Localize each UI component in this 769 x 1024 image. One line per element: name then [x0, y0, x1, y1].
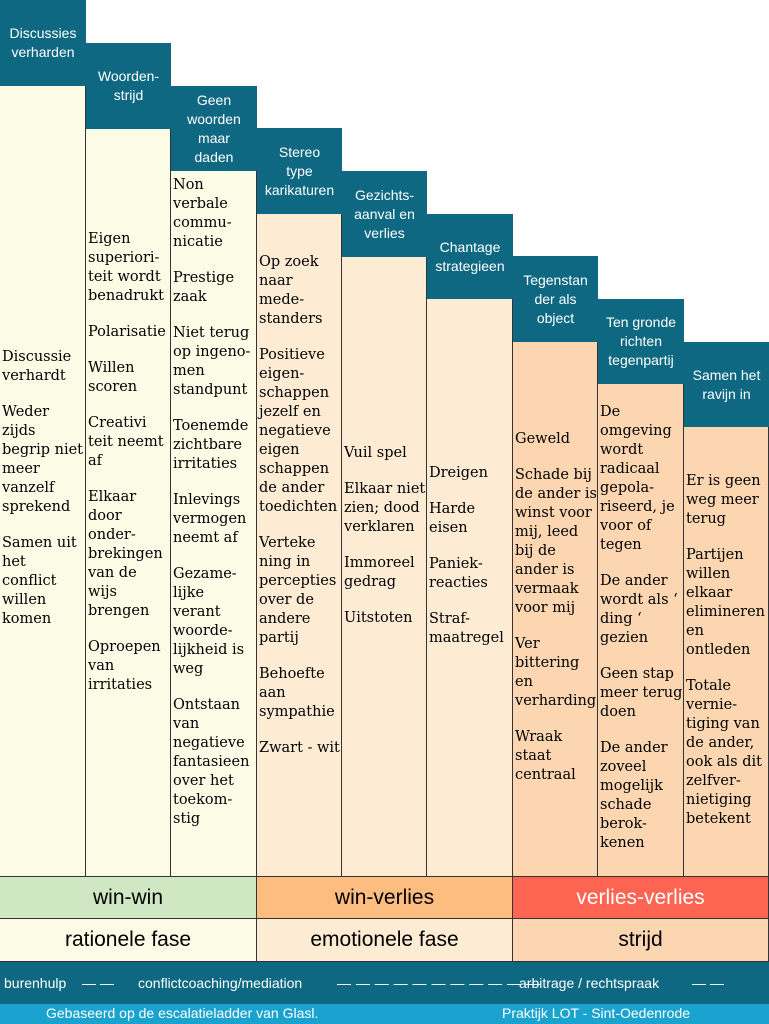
stage-item: De ander wordt als ‘ ding ‘ gezien — [600, 573, 678, 646]
footer-credit: Praktijk LOT - Sint-Oedenrode — [502, 1005, 691, 1021]
stage-item: Wraak staat centraal — [515, 729, 576, 783]
stage-item: De ander zoveel mogelijk schade berok- k… — [600, 740, 668, 851]
stage-body — [86, 129, 171, 876]
help-dash-2: — — — — — — — — — — — — [337, 975, 541, 991]
stage-column-3: Geen woorden maar daden Non verbale commu… — [171, 0, 257, 876]
stage-column-1: Discussies verharden Discussie verhardt We… — [0, 0, 86, 876]
stage-body — [342, 257, 427, 876]
stage-body — [0, 86, 86, 876]
stage-item: Discussie verhardt — [2, 349, 72, 384]
stage-items: Vuil spel Elkaar niet zien; dood verklare… — [344, 444, 426, 645]
stage-column-8: Ten gronde richten tegenpartij De omgevin… — [598, 0, 684, 876]
stage-items: Discussie verhardt Weder zijds begrip nie… — [2, 348, 85, 646]
stage-item: Geweld — [515, 431, 571, 447]
stage-title: Ten gronde richten tegenpartij — [598, 299, 684, 384]
footer-source: Gebaseerd op de escalatieladder van Glas… — [46, 1005, 319, 1021]
stage-item: Willen scoren — [88, 360, 138, 395]
footer-bar: Gebaseerd op de escalatieladder van Glas… — [0, 1004, 769, 1024]
stage-item: Ontstaan van negatieve fantasieen over h… — [173, 697, 250, 827]
stage-item: Er is geen weg meer terug — [686, 473, 761, 527]
stage-title: Discussies verharden — [0, 0, 86, 86]
stage-item: Zwart - wit — [259, 740, 340, 756]
stage-title: Geen woorden maar daden — [171, 86, 257, 171]
stage-item: Inlevings vermogen neemt af — [173, 492, 247, 546]
stage-items: Eigen superiori- teit wordt benadrukt Pol… — [88, 230, 170, 712]
stage-item: Immoreel gedrag — [344, 555, 415, 590]
stage-items: Non verbale commu- nicatie Prestige zaak N… — [173, 176, 256, 846]
stage-title: Woorden- strijd — [86, 43, 171, 129]
stage-item: Prestige zaak — [173, 270, 235, 305]
help-dash-1: — — — [82, 975, 114, 991]
stage-item: Harde eisen — [429, 501, 476, 536]
stage-item: Geen stap meer terug doen — [600, 666, 683, 720]
stage-item: Niet terug op ingeno- men standpunt — [173, 325, 251, 398]
phase-emotionele: emotionele fase — [257, 918, 513, 962]
stage-item: Partijen willen elkaar elimineren en ont… — [686, 547, 766, 658]
stage-title: Gezichts- aanval en verlies — [342, 171, 427, 257]
stage-title: Samen het ravijn in — [684, 342, 769, 427]
stage-item: Vuil spel — [344, 445, 407, 461]
outcome-win-win: win-win — [0, 876, 257, 918]
stage-item: Gezame- lijke verant woorde- lijkheid is… — [173, 566, 245, 677]
stage-body — [684, 427, 769, 876]
help-arbitrage: arbitrage / rechtspraak — [519, 975, 660, 991]
stage-item: Elkaar door onder- brekingen van de wijs… — [88, 489, 163, 619]
stage-item: Ver bittering en verharding — [515, 636, 597, 709]
stage-column-7: Tegenstan der als object Geweld Schade bij… — [513, 0, 598, 876]
stage-item: Behoefte aan sympathie — [259, 666, 335, 720]
stage-item: Paniek- reacties — [429, 556, 488, 591]
stage-item: Polarisatie — [88, 324, 166, 340]
help-mediation: conflictcoaching/mediation — [138, 975, 303, 991]
stage-item: Dreigen — [429, 465, 488, 481]
stage-column-2: Woorden- strijd Eigen superiori- teit wor… — [86, 0, 171, 876]
stage-items: Op zoek naar mede- standers Positieve eig… — [259, 253, 341, 775]
stage-item: Creativi teit neemt af — [88, 415, 164, 469]
stage-body — [427, 299, 513, 876]
stage-item: Op zoek naar mede- standers — [259, 254, 323, 327]
stage-item: Totale vernie- tiging van de ander, ook … — [686, 678, 762, 827]
stage-body — [513, 342, 598, 876]
stage-title: Stereo type karikaturen — [257, 128, 342, 214]
stage-column-4: Stereo type karikaturen Op zoek naar mede… — [257, 0, 342, 876]
stage-item: Elkaar niet zien; dood verklaren — [344, 481, 426, 535]
stage-title: Chantage strategieen — [427, 214, 513, 299]
stage-item: Weder zijds begrip niet meer vanzelf spr… — [2, 404, 83, 515]
stage-item: Straf- maatregel — [429, 611, 504, 646]
outcome-band: win-win win-verlies verlies-verlies — [0, 876, 769, 918]
stage-column-5: Gezichts- aanval en verlies Vuil spel Elka… — [342, 0, 427, 876]
stage-body — [257, 214, 342, 876]
stage-column-6: Chantage strategieen Dreigen Harde eisen Pa… — [427, 0, 513, 876]
stage-item: Verteke ning in percepties over de ander… — [259, 535, 337, 646]
stage-items: Geweld Schade bij de ander is winst voor … — [515, 430, 597, 802]
help-burenhulp: burenhulp — [4, 975, 67, 991]
stage-item: Positieve eigen- schappen jezelf en nega… — [259, 347, 338, 515]
outcome-verlies-verlies: verlies-verlies — [513, 876, 769, 918]
stage-item: Toenemde zichtbare irritaties — [173, 418, 249, 472]
stage-body — [171, 171, 257, 876]
stage-item: Oproepen van irritaties — [88, 639, 161, 693]
help-dash-3: — — — [692, 975, 724, 991]
stage-column-9: Samen het ravijn in Er is geen weg meer t… — [684, 0, 769, 876]
intervention-bar: burenhulp — — conflictcoaching/mediation… — [0, 962, 769, 1004]
stage-item: De omgeving wordt radicaal gepola- risee… — [600, 404, 675, 553]
phase-rationele: rationele fase — [0, 918, 257, 962]
stage-items: Er is geen weg meer terug Partijen willen… — [686, 472, 768, 846]
stage-title: Tegenstan der als object — [513, 256, 598, 342]
stage-items: Dreigen Harde eisen Paniek- reacties Straf-… — [429, 464, 512, 665]
stage-items: De omgeving wordt radicaal gepola- risee… — [600, 403, 683, 870]
stage-item: Samen uit het conflict willen komen — [2, 535, 77, 627]
phase-strijd: strijd — [513, 918, 769, 962]
stage-item: Schade bij de ander is winst voor mij, l… — [515, 467, 597, 616]
stage-body — [598, 384, 684, 876]
phase-band: rationele fase emotionele fase strijd — [0, 918, 769, 962]
outcome-win-verlies: win-verlies — [257, 876, 513, 918]
stage-item: Uitstoten — [344, 610, 413, 626]
stage-item: Eigen superiori- teit wordt benadrukt — [88, 231, 165, 304]
stage-item: Non verbale commu- nicatie — [173, 177, 232, 250]
